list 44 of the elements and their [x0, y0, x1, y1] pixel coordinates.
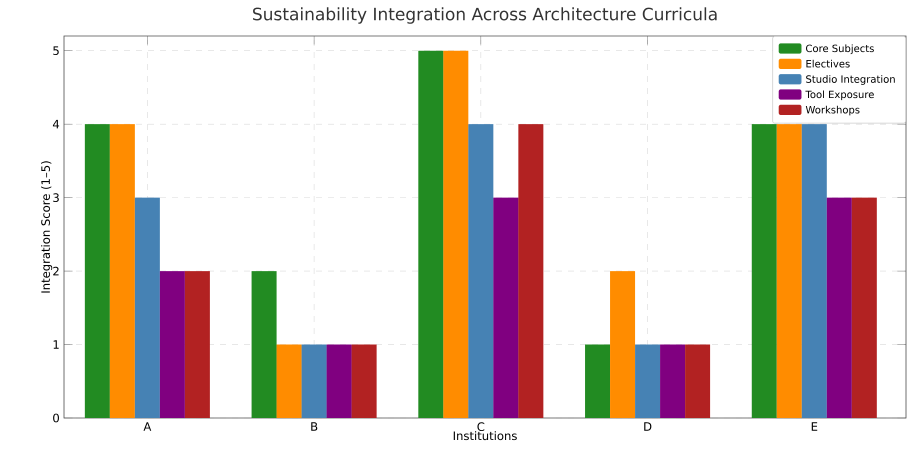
- legend-label: Studio Integration: [806, 75, 895, 85]
- x-axis-title: Institutions: [454, 431, 517, 440]
- bar: [635, 344, 660, 418]
- bar: [826, 198, 852, 418]
- x-tick-label: C: [477, 422, 484, 432]
- y-tick-label: 2: [53, 266, 59, 276]
- bar: [493, 198, 518, 418]
- bar: [110, 124, 135, 418]
- bar: [802, 124, 827, 418]
- bar: [252, 271, 277, 418]
- y-axis-title: Integration Score (1–5): [41, 161, 52, 293]
- y-tick-label: 1: [54, 340, 59, 349]
- bar: [660, 344, 686, 418]
- legend-label: Workshops: [806, 106, 860, 116]
- bar: [184, 271, 210, 418]
- bar: [585, 344, 610, 418]
- y-tick-label: 4: [52, 120, 60, 128]
- x-tick-label: B: [311, 422, 318, 431]
- bar: [326, 344, 352, 418]
- bar: [276, 344, 302, 418]
- legend-label: Tool Exposure: [805, 90, 874, 100]
- y-tick-label: 5: [53, 46, 59, 56]
- bar: [84, 124, 110, 418]
- x-tick-label: E: [812, 422, 818, 431]
- bar: [852, 198, 877, 418]
- bar: [352, 344, 377, 418]
- chart-title: Sustainability Integration Across Architecture Curricula: [253, 7, 717, 24]
- bar: [776, 124, 802, 418]
- legend-label: Core Subjects: [806, 44, 874, 54]
- legend-label: Electives: [806, 60, 850, 68]
- bar: [685, 344, 710, 418]
- x-tick-label: D: [644, 422, 652, 431]
- bar: [418, 50, 444, 418]
- bar: [443, 50, 468, 418]
- y-tick-label: 0: [53, 414, 59, 422]
- bar: [302, 344, 327, 418]
- bar: [752, 124, 777, 418]
- x-tick-label: A: [144, 422, 152, 431]
- bar: [610, 271, 636, 418]
- bar: [160, 271, 185, 418]
- bar: [134, 198, 160, 418]
- y-tick-label: 3: [53, 193, 59, 202]
- bar: [468, 124, 494, 418]
- bar: [518, 124, 544, 418]
